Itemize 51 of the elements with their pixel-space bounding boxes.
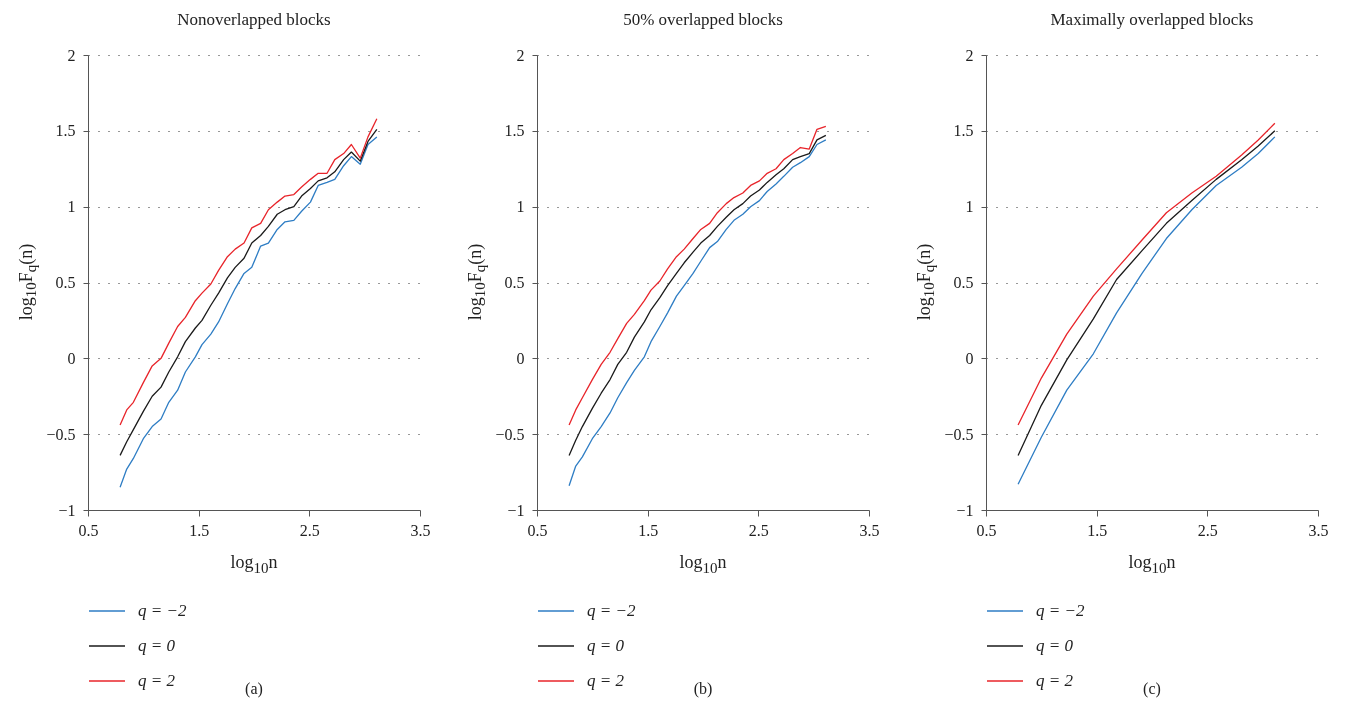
y-tick-label: 1 <box>965 198 974 216</box>
legend-label: q = 0 <box>587 636 625 655</box>
x-tick-label: 3.5 <box>859 521 880 539</box>
legend-label: q = 2 <box>1036 671 1074 690</box>
chart-title: Nonoverlapped blocks <box>176 10 332 30</box>
x-axis-title: log$_{10}$n <box>1127 552 1177 577</box>
x-tick-label: 1.5 <box>189 521 210 539</box>
legend-label: q = 2 <box>138 671 176 690</box>
y-tick-label: −0.5 <box>495 425 525 443</box>
legend-label: q = 0 <box>1036 636 1074 655</box>
y-tick-label: 0 <box>67 349 76 367</box>
legend-label: q = 0 <box>138 636 176 655</box>
y-tick-label: 1.5 <box>504 122 525 140</box>
y-tick-label: −0.5 <box>944 425 974 443</box>
x-tick-label: 2.5 <box>748 521 769 539</box>
y-tick-label: 2 <box>516 46 525 64</box>
x-axis-title: log$_{10}$n <box>229 552 279 577</box>
y-tick-label: 1 <box>67 198 76 216</box>
y-tick-label: 1.5 <box>55 122 76 140</box>
x-tick-label: 1.5 <box>638 521 659 539</box>
y-tick-label: −1 <box>507 501 525 519</box>
legend-label: q = −2 <box>138 601 187 620</box>
x-tick-label: 3.5 <box>410 521 431 539</box>
x-tick-label: 2.5 <box>1197 521 1218 539</box>
x-tick-label: 0.5 <box>976 521 997 539</box>
x-tick-label: 1.5 <box>1087 521 1108 539</box>
legend-label: q = 2 <box>587 671 625 690</box>
y-tick-label: 0.5 <box>504 274 525 291</box>
y-tick-label: 0.5 <box>953 274 974 291</box>
x-tick-label: 0.5 <box>78 521 99 539</box>
chart-title: Maximally overlapped blocks <box>1049 10 1255 30</box>
text: (c) <box>1143 680 1161 697</box>
x-tick-label: 3.5 <box>1308 521 1329 539</box>
x-tick-label: 2.5 <box>299 521 320 539</box>
legend-label: q = −2 <box>1036 601 1085 620</box>
y-tick-label: −0.5 <box>46 425 76 443</box>
text: (b) <box>693 680 713 697</box>
x-tick-label: 0.5 <box>527 521 548 539</box>
y-tick-label: 0.5 <box>55 274 76 291</box>
y-tick-label: 2 <box>965 46 974 64</box>
y-tick-label: −1 <box>58 501 76 519</box>
y-tick-label: 1 <box>516 198 525 216</box>
text: (a) <box>245 680 263 697</box>
chart-title: 50% overlapped blocks <box>622 10 784 30</box>
y-tick-label: 0 <box>965 349 974 367</box>
y-tick-label: 1.5 <box>953 122 974 140</box>
y-tick-label: 2 <box>67 46 76 64</box>
y-tick-label: 0 <box>516 349 525 367</box>
y-tick-label: −1 <box>956 501 974 519</box>
legend-label: q = −2 <box>587 601 636 620</box>
x-axis-title: log$_{10}$n <box>678 552 728 577</box>
